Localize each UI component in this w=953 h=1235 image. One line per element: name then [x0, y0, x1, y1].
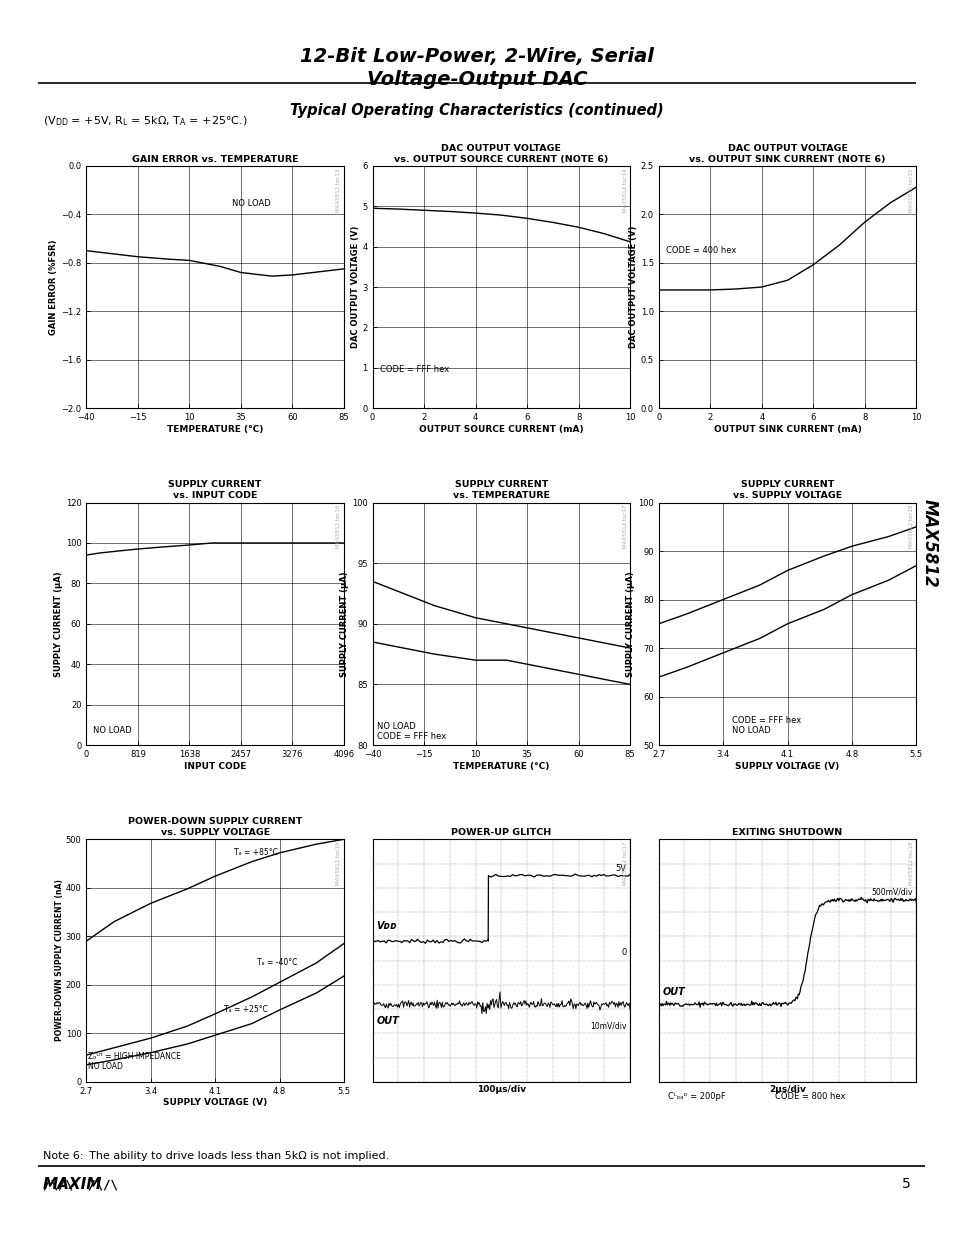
Title: DAC OUTPUT VOLTAGE
vs. OUTPUT SOURCE CURRENT (NOTE 6): DAC OUTPUT VOLTAGE vs. OUTPUT SOURCE CUR…: [394, 143, 608, 164]
Title: POWER-UP GLITCH: POWER-UP GLITCH: [451, 829, 551, 837]
Text: 500mV/div: 500mV/div: [870, 887, 911, 897]
Text: Tₐ = +85°C: Tₐ = +85°C: [233, 848, 277, 857]
Y-axis label: DAC OUTPUT VOLTAGE (V): DAC OUTPUT VOLTAGE (V): [628, 226, 638, 348]
Y-axis label: SUPPLY CURRENT (μA): SUPPLY CURRENT (μA): [626, 571, 635, 677]
X-axis label: 2μs/div: 2μs/div: [768, 1084, 805, 1093]
Text: MAX5812 toc15: MAX5812 toc15: [908, 168, 913, 211]
Text: Cᴸₒₐᴰ = 200pF: Cᴸₒₐᴰ = 200pF: [667, 1092, 725, 1100]
X-axis label: OUTPUT SINK CURRENT (mA): OUTPUT SINK CURRENT (mA): [713, 425, 861, 433]
X-axis label: SUPPLY VOLTAGE (V): SUPPLY VOLTAGE (V): [735, 762, 839, 771]
Title: SUPPLY CURRENT
vs. SUPPLY VOLTAGE: SUPPLY CURRENT vs. SUPPLY VOLTAGE: [732, 480, 841, 500]
Text: MAX5812 toc14: MAX5812 toc14: [622, 168, 627, 211]
Text: CODE = 400 hex: CODE = 400 hex: [666, 246, 736, 256]
Text: MAX5812 toc19: MAX5812 toc19: [336, 842, 341, 885]
Text: Note 6: The ability to drive loads less than 5kΩ is not implied.: Note 6: The ability to drive loads less …: [43, 1151, 389, 1161]
Title: DAC OUTPUT VOLTAGE
vs. OUTPUT SINK CURRENT (NOTE 6): DAC OUTPUT VOLTAGE vs. OUTPUT SINK CURRE…: [689, 143, 884, 164]
Text: ΜΑΧΙΜ: ΜΑΧΙΜ: [43, 1177, 102, 1192]
X-axis label: SUPPLY VOLTAGE (V): SUPPLY VOLTAGE (V): [163, 1098, 267, 1108]
Text: MAX5812 toc13: MAX5812 toc13: [336, 168, 341, 211]
Y-axis label: GAIN ERROR (%FSR): GAIN ERROR (%FSR): [50, 240, 58, 335]
Text: NO LOAD: NO LOAD: [232, 199, 271, 209]
Text: /\/\  /\/\: /\/\ /\/\: [43, 1178, 118, 1192]
X-axis label: TEMPERATURE (°C): TEMPERATURE (°C): [453, 762, 549, 771]
Text: MAX5812 toc17: MAX5812 toc17: [622, 505, 627, 548]
Text: CODE = 800 hex: CODE = 800 hex: [774, 1092, 844, 1100]
Y-axis label: POWER-DOWN SUPPLY CURRENT (nA): POWER-DOWN SUPPLY CURRENT (nA): [55, 879, 64, 1041]
Text: MAX5812 toc16: MAX5812 toc16: [336, 505, 341, 548]
Title: POWER-DOWN SUPPLY CURRENT
vs. SUPPLY VOLTAGE: POWER-DOWN SUPPLY CURRENT vs. SUPPLY VOL…: [128, 818, 302, 837]
Y-axis label: SUPPLY CURRENT (μA): SUPPLY CURRENT (μA): [340, 571, 349, 677]
Text: OUT: OUT: [662, 987, 684, 997]
X-axis label: 100μs/div: 100μs/div: [476, 1084, 525, 1093]
Text: 10mV/div: 10mV/div: [589, 1021, 625, 1030]
Text: CODE = FFF hex: CODE = FFF hex: [380, 364, 449, 374]
Text: Voltage-Output DAC: Voltage-Output DAC: [366, 70, 587, 89]
Text: Tₐ = +25°C: Tₐ = +25°C: [224, 1005, 268, 1014]
Title: EXITING SHUTDOWN: EXITING SHUTDOWN: [732, 829, 841, 837]
Text: CODE = FFF hex
NO LOAD: CODE = FFF hex NO LOAD: [732, 716, 801, 735]
X-axis label: TEMPERATURE (°C): TEMPERATURE (°C): [167, 425, 263, 433]
Title: GAIN ERROR vs. TEMPERATURE: GAIN ERROR vs. TEMPERATURE: [132, 154, 298, 164]
Y-axis label: DAC OUTPUT VOLTAGE (V): DAC OUTPUT VOLTAGE (V): [350, 226, 359, 348]
X-axis label: OUTPUT SOURCE CURRENT (mA): OUTPUT SOURCE CURRENT (mA): [418, 425, 583, 433]
Text: 12-Bit Low-Power, 2-Wire, Serial: 12-Bit Low-Power, 2-Wire, Serial: [300, 47, 653, 65]
Text: 0: 0: [620, 948, 625, 957]
Text: MAX5812 toc18: MAX5812 toc18: [908, 842, 913, 885]
Text: MAX5812 toc18: MAX5812 toc18: [908, 505, 913, 548]
X-axis label: INPUT CODE: INPUT CODE: [184, 762, 246, 771]
Text: (V$_\mathregular{DD}$ = +5V, R$_\mathregular{L}$ = 5k$\Omega$, T$_\mathregular{A: (V$_\mathregular{DD}$ = +5V, R$_\mathreg…: [43, 115, 247, 128]
Text: NO LOAD
CODE = FFF hex: NO LOAD CODE = FFF hex: [376, 722, 445, 741]
Text: 5V: 5V: [615, 864, 625, 873]
Text: NO LOAD: NO LOAD: [92, 726, 132, 735]
Text: Tₐ = -40°C: Tₐ = -40°C: [256, 958, 296, 967]
Text: MAX5812: MAX5812: [921, 499, 938, 588]
Title: SUPPLY CURRENT
vs. INPUT CODE: SUPPLY CURRENT vs. INPUT CODE: [169, 480, 261, 500]
Text: MAX5812 toc17: MAX5812 toc17: [622, 842, 627, 885]
Text: Typical Operating Characteristics (continued): Typical Operating Characteristics (conti…: [290, 104, 663, 119]
Y-axis label: SUPPLY CURRENT (μA): SUPPLY CURRENT (μA): [54, 571, 63, 677]
Text: Vᴅᴅ: Vᴅᴅ: [376, 921, 396, 931]
Text: Zₒᵁᵀ = HIGH IMPEDANCE
NO LOAD: Zₒᵁᵀ = HIGH IMPEDANCE NO LOAD: [88, 1052, 181, 1071]
Text: OUT: OUT: [376, 1016, 398, 1026]
Text: 5: 5: [902, 1177, 910, 1191]
Title: SUPPLY CURRENT
vs. TEMPERATURE: SUPPLY CURRENT vs. TEMPERATURE: [453, 480, 549, 500]
